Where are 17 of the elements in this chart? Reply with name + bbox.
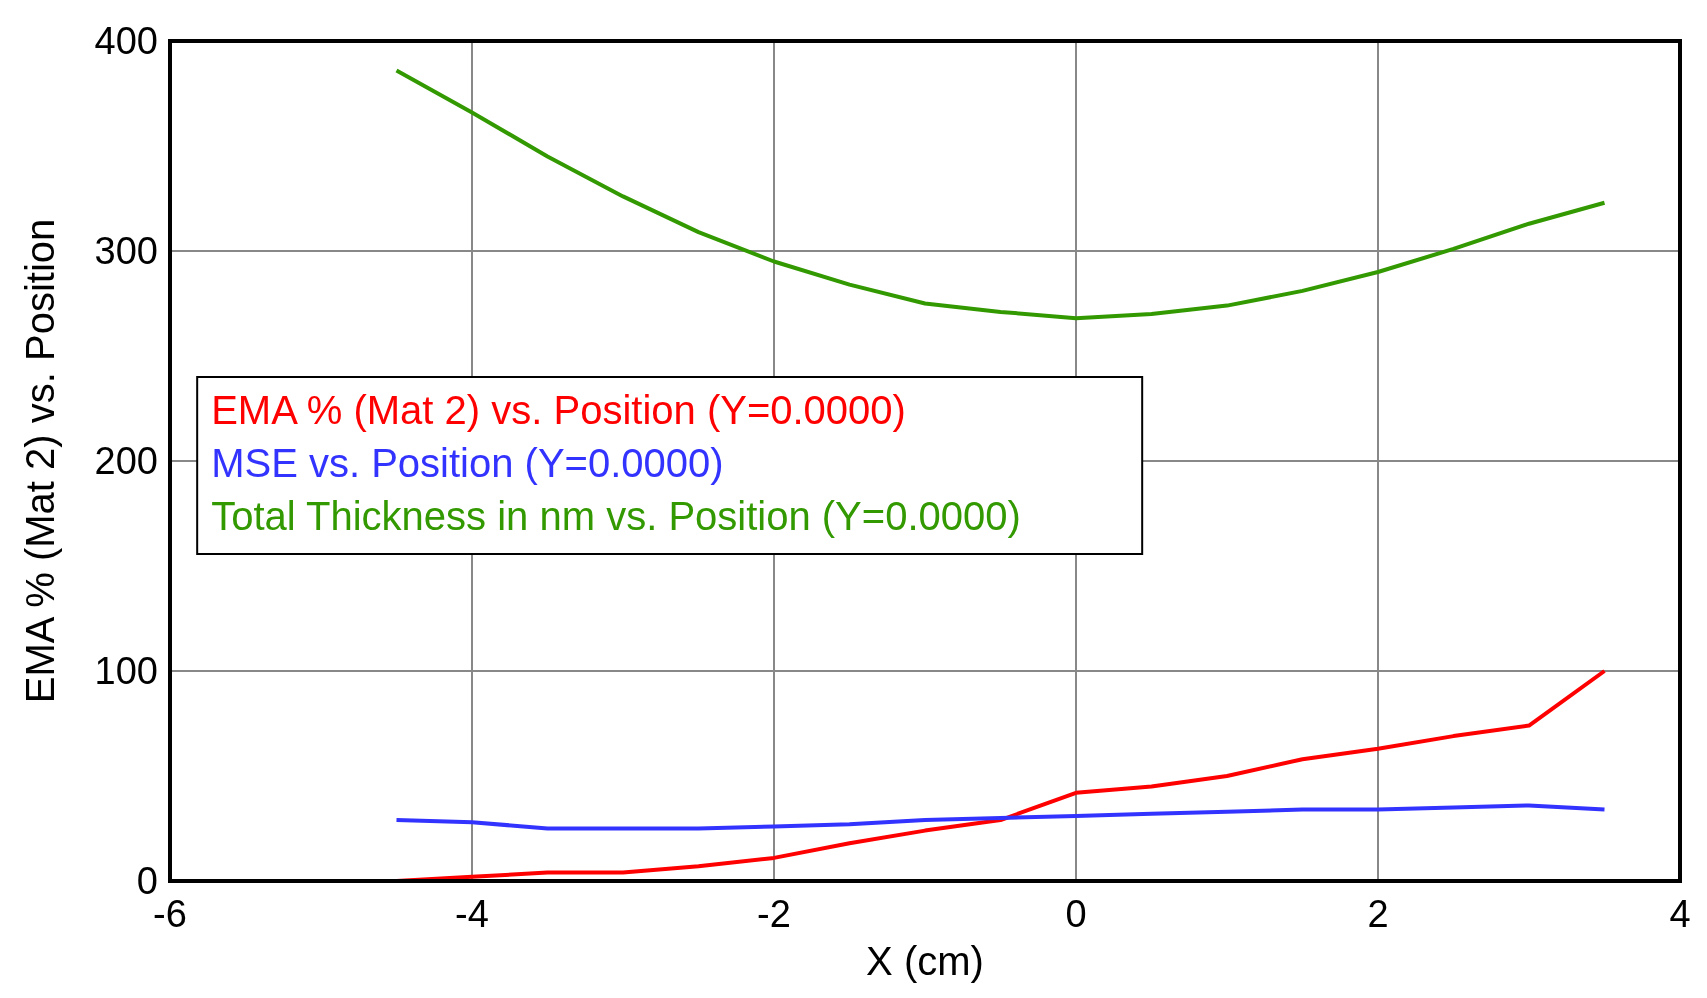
x-axis-title: X (cm): [866, 939, 984, 983]
y-tick-label: 100: [94, 650, 158, 692]
line-series: [394, 803, 1607, 831]
x-tick-label: -2: [757, 893, 791, 935]
y-axis-title: EMA % (Mat 2) vs. Position: [18, 218, 62, 704]
y-tick-label: 300: [94, 230, 158, 272]
x-tick-label: 4: [1669, 893, 1691, 935]
text: MSE vs. Position (Y=0.0000): [211, 441, 724, 485]
legend: EMA % (Mat 2) vs. Position (Y=0.0000) MSE vs. Position (Y=0.0000) Total Thickness in nm vs. Position (Y=0.0000): [196, 376, 1144, 555]
x-tick-label: 0: [1065, 893, 1087, 935]
x-tick-label: 2: [1367, 893, 1389, 935]
y-tick-label: 200: [94, 440, 158, 482]
line-series: [394, 68, 1607, 321]
text: Total Thickness in nm vs. Position (Y=0.0000): [211, 494, 1021, 538]
text: EMA % (Mat 2) vs. Position (Y=0.0000): [211, 388, 906, 432]
x-tick-label: -4: [455, 893, 489, 935]
y-tick-label: 400: [94, 20, 158, 62]
